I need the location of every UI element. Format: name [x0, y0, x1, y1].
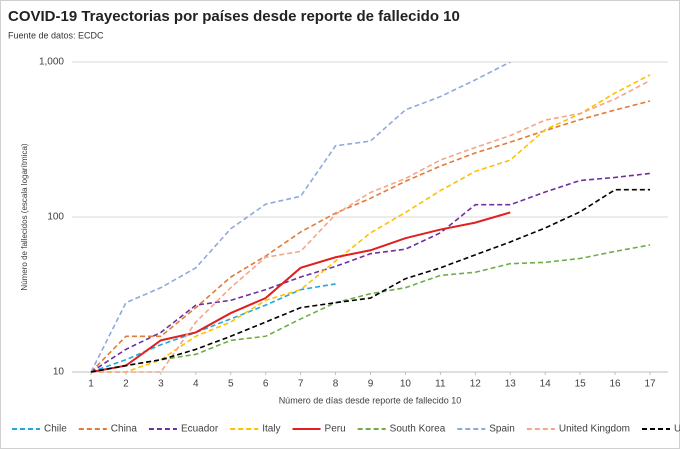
x-axis-label: Número de días desde reporte de fallecid…: [279, 395, 462, 405]
legend-label: Spain: [489, 424, 515, 435]
series-line: [90, 283, 336, 373]
series-line: [90, 100, 651, 373]
x-tick-label: 16: [610, 379, 622, 390]
x-tick-label: 15: [575, 379, 587, 390]
x-tick-label: 1: [88, 379, 94, 390]
x-tick-label: 5: [228, 379, 234, 390]
series-line: [90, 211, 511, 373]
chart-subtitle: Fuente de datos: ECDC: [8, 30, 104, 40]
x-tick-label: 3: [158, 379, 164, 390]
chart-title: COVID-19 Trayectorias por países desde r…: [8, 8, 460, 25]
x-tick-label: 9: [368, 379, 374, 390]
legend-label: Ecuador: [181, 424, 219, 435]
legend-label: United Kingdom: [559, 424, 630, 435]
plot-lines: [90, 62, 651, 373]
legend-label: Peru: [325, 424, 346, 435]
x-tick-label: 13: [505, 379, 517, 390]
x-tick-label: 4: [193, 379, 199, 390]
x-tick-label: 11: [435, 379, 446, 390]
y-axis-label: Número de fallecidos (escala logarítmica…: [20, 143, 29, 291]
series-line: [91, 79, 651, 373]
series-line: [91, 74, 651, 373]
series-line: [90, 172, 651, 373]
x-tick-label: 8: [333, 379, 339, 390]
x-tick-label: 17: [644, 379, 656, 390]
series-line: [90, 62, 511, 373]
x-tick-label: 6: [263, 379, 269, 390]
legend-label: South Korea: [390, 424, 446, 435]
legend-label: Italy: [262, 424, 280, 435]
legend-label: China: [111, 424, 138, 435]
x-tick-label: 10: [400, 379, 412, 390]
y-tick-label: 100: [47, 212, 64, 223]
series-line: [90, 188, 650, 373]
x-tick-label: 14: [540, 379, 552, 390]
y-tick-label: 10: [53, 367, 65, 378]
x-tick-label: 12: [470, 379, 482, 390]
series-line: [90, 244, 651, 373]
legend-label: Chile: [44, 424, 67, 435]
x-tick-label: 7: [298, 379, 304, 390]
x-tick-label: 2: [123, 379, 129, 390]
legend-label: United States: [674, 424, 680, 435]
y-tick-label: 1,000: [39, 57, 64, 68]
